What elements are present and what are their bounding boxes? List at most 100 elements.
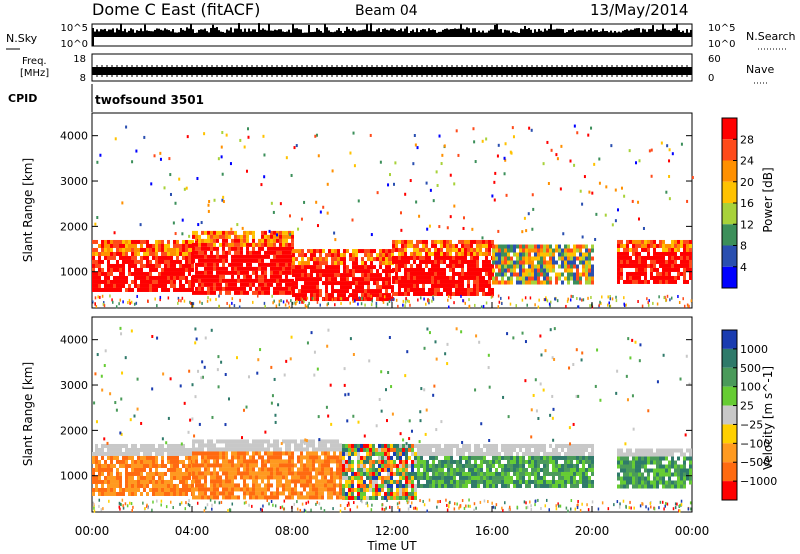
heatmap-cell bbox=[219, 278, 222, 283]
heatmap-cell bbox=[146, 283, 149, 288]
heatmap-cell bbox=[122, 239, 125, 244]
heatmap-cell bbox=[429, 455, 432, 460]
heatmap-cell bbox=[443, 267, 446, 272]
heatmap-cell bbox=[367, 273, 370, 278]
heatmap-cell bbox=[152, 471, 155, 476]
heatmap-cell bbox=[188, 247, 191, 252]
heatmap-cell bbox=[375, 479, 378, 484]
heatmap-cell bbox=[182, 267, 185, 272]
heatmap-cell bbox=[318, 459, 321, 464]
heatmap-cell bbox=[225, 230, 228, 235]
heatmap-cell bbox=[376, 257, 379, 262]
nsky-bar bbox=[634, 28, 636, 37]
heatmap-cell bbox=[292, 293, 295, 298]
heatmap-cell bbox=[264, 290, 267, 295]
nsky-bar bbox=[472, 28, 474, 37]
heatmap-cell bbox=[540, 280, 543, 285]
heatmap-cell bbox=[291, 242, 294, 247]
heatmap-cell bbox=[216, 258, 219, 263]
heatmap-cell bbox=[573, 483, 576, 488]
scatter-echo bbox=[691, 176, 694, 180]
heatmap-cell bbox=[246, 250, 249, 255]
heatmap-cell bbox=[395, 247, 398, 252]
heatmap-cell bbox=[516, 272, 519, 277]
heatmap-cell bbox=[435, 479, 438, 484]
heatmap-cell bbox=[318, 455, 321, 460]
ground-echo bbox=[355, 296, 358, 300]
heatmap-cell bbox=[279, 459, 282, 464]
heatmap-cell bbox=[379, 297, 382, 302]
scatter-echo bbox=[523, 216, 526, 220]
heatmap-cell bbox=[264, 483, 267, 488]
heatmap-cell bbox=[319, 261, 322, 266]
heatmap-cell bbox=[164, 255, 167, 260]
heatmap-cell bbox=[231, 487, 234, 492]
heatmap-cell bbox=[158, 463, 161, 468]
heatmap-cell bbox=[393, 447, 396, 452]
nsky-bar bbox=[440, 31, 442, 37]
ground-echo bbox=[677, 294, 679, 298]
heatmap-cell bbox=[143, 483, 146, 488]
heatmap-cell bbox=[543, 276, 546, 281]
scatter-echo bbox=[441, 153, 444, 157]
heatmap-cell bbox=[336, 439, 339, 444]
heatmap-cell bbox=[134, 443, 137, 448]
heatmap-cell bbox=[504, 264, 507, 269]
heatmap-cell bbox=[510, 256, 513, 261]
scatter-echo bbox=[135, 149, 138, 153]
heatmap-cell bbox=[419, 291, 422, 296]
heatmap-cell bbox=[423, 483, 426, 488]
heatmap-cell bbox=[325, 273, 328, 278]
scatter-echo bbox=[289, 233, 292, 237]
heatmap-cell bbox=[364, 277, 367, 282]
heatmap-cell bbox=[285, 246, 288, 251]
heatmap-cell bbox=[495, 459, 498, 464]
heatmap-cell bbox=[617, 279, 620, 284]
ground-echo bbox=[183, 299, 186, 303]
heatmap-cell bbox=[364, 253, 367, 258]
heatmap-cell bbox=[113, 275, 116, 280]
heatmap-cell bbox=[282, 246, 285, 251]
heatmap-cell bbox=[161, 483, 164, 488]
heatmap-cell bbox=[491, 291, 494, 296]
heatmap-cell bbox=[330, 439, 333, 444]
heatmap-cell bbox=[567, 479, 570, 484]
heatmap-cell bbox=[398, 251, 401, 256]
heatmap-cell bbox=[401, 243, 404, 248]
heatmap-cell bbox=[210, 246, 213, 251]
heatmap-cell bbox=[363, 479, 366, 484]
heatmap-cell bbox=[343, 249, 346, 254]
heatmap-cell bbox=[440, 247, 443, 252]
heatmap-cell bbox=[387, 455, 390, 460]
heatmap-cell bbox=[119, 287, 122, 292]
heatmap-cell bbox=[367, 249, 370, 254]
heatmap-cell bbox=[337, 257, 340, 262]
heatmap-cell bbox=[155, 267, 158, 272]
heatmap-cell bbox=[282, 467, 285, 472]
heatmap-cell bbox=[334, 277, 337, 282]
heatmap-cell bbox=[662, 271, 665, 276]
heatmap-cell bbox=[313, 285, 316, 290]
heatmap-cell bbox=[686, 251, 689, 256]
heatmap-cell bbox=[122, 455, 125, 460]
heatmap-cell bbox=[653, 267, 656, 272]
heatmap-cell bbox=[339, 455, 342, 460]
scatter-echo bbox=[208, 199, 211, 203]
nsky-left-label: N.Sky bbox=[6, 32, 38, 45]
heatmap-cell bbox=[155, 283, 158, 288]
nsky-bar bbox=[252, 29, 254, 37]
heatmap-cell bbox=[333, 487, 336, 492]
heatmap-cell bbox=[225, 234, 228, 239]
heatmap-cell bbox=[398, 255, 401, 260]
heatmap-cell bbox=[228, 479, 231, 484]
heatmap-cell bbox=[361, 265, 364, 270]
heatmap-cell bbox=[125, 243, 128, 248]
heatmap-cell bbox=[623, 464, 626, 469]
nsky-bar bbox=[618, 31, 620, 37]
heatmap-cell bbox=[213, 467, 216, 472]
colorbar-segment bbox=[722, 160, 737, 182]
heatmap-cell bbox=[234, 447, 237, 452]
heatmap-cell bbox=[255, 439, 258, 444]
heatmap-cell bbox=[143, 487, 146, 492]
heatmap-cell bbox=[452, 275, 455, 280]
